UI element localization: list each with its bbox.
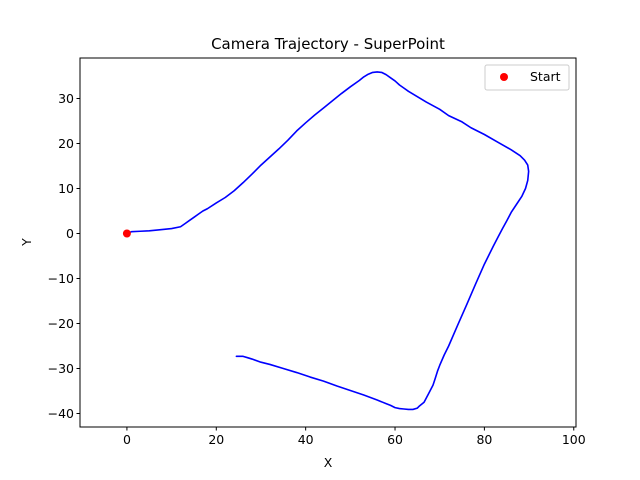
x-tick-label: 100	[562, 432, 586, 447]
legend-marker-start	[500, 73, 508, 81]
x-tick-label: 20	[208, 432, 224, 447]
y-tick-label: −20	[48, 316, 74, 331]
chart-title: Camera Trajectory - SuperPoint	[211, 35, 445, 53]
y-tick-label: 0	[66, 226, 74, 241]
y-tick-label: 30	[58, 91, 74, 106]
legend: Start	[484, 64, 570, 91]
y-axis-label: Y	[19, 238, 34, 247]
x-axis-label: X	[324, 455, 333, 470]
legend-label-start: Start	[530, 69, 561, 84]
y-tick-label: −10	[48, 271, 74, 286]
ticks-layer: 0 20 40 60 80 100 −40 −30 −20 −10 0 10 20 30	[48, 91, 586, 447]
axes-frame	[79, 57, 577, 428]
plot-layer	[122, 71, 530, 411]
start-point	[122, 229, 131, 238]
legend-box	[484, 64, 570, 91]
y-tick-label: −40	[48, 406, 74, 421]
y-tick-label: 10	[58, 181, 74, 196]
trajectory-line	[126, 71, 530, 411]
x-tick-label: 0	[123, 432, 131, 447]
x-tick-label: 40	[298, 432, 314, 447]
x-tick-label: 80	[476, 432, 492, 447]
y-tick-label: −30	[48, 361, 74, 376]
x-tick-label: 60	[387, 432, 403, 447]
y-tick-label: 20	[58, 136, 74, 151]
